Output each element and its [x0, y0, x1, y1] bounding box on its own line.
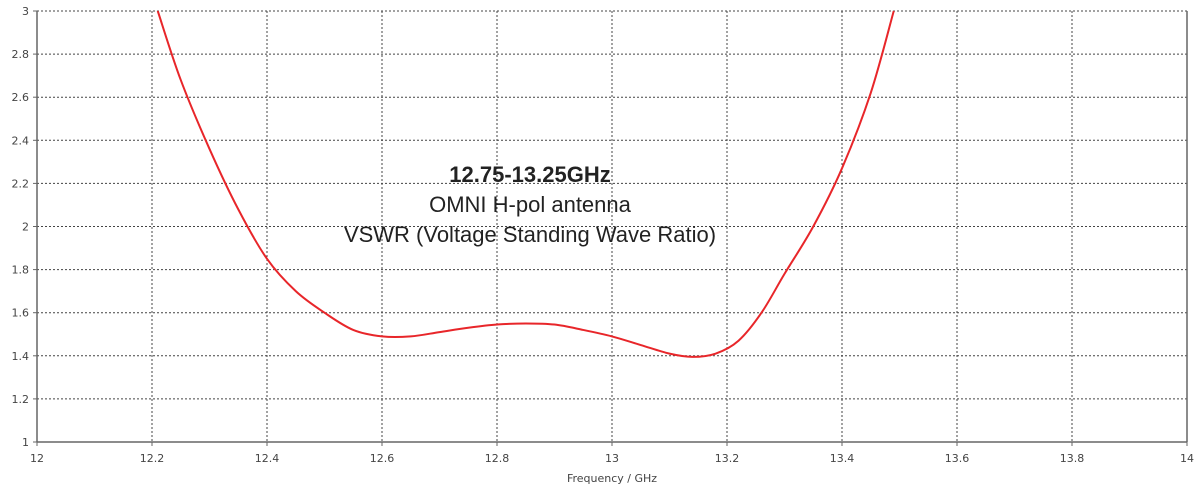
x-tick-label: 12.4: [255, 452, 280, 465]
grid: [37, 10, 1188, 442]
y-tick-label: 2.8: [12, 48, 30, 61]
x-tick-label: 13.4: [830, 452, 855, 465]
y-tick-label: 2.4: [12, 134, 30, 147]
x-tick-label: 14: [1180, 452, 1194, 465]
x-tick-label: 12.2: [140, 452, 165, 465]
chart-title: 12.75-13.25GHz: [449, 162, 610, 187]
y-tick-label: 1.6: [12, 307, 30, 320]
x-tick-label: 13.2: [715, 452, 740, 465]
x-tick-label: 13.6: [945, 452, 970, 465]
chart-subtitle: OMNI H-pol antenna: [429, 192, 632, 217]
y-tick-label: 1.2: [12, 393, 30, 406]
ticks: 12 12.2 12.4 12.6 12.8 13 13.2 13.4 13.6 13.8 14 1 1…: [12, 5, 1195, 465]
chart-subtitle-2: VSWR (Voltage Standing Wave Ratio): [344, 222, 716, 247]
y-tick-label: 3: [22, 5, 29, 18]
x-tick-label: 13: [605, 452, 619, 465]
x-axis-label: Frequency / GHz: [567, 472, 657, 485]
vswr-series-line: [156, 10, 895, 358]
y-tick-label: 1.8: [12, 264, 30, 277]
y-tick-label: 2: [22, 221, 29, 234]
x-tick-label: 12: [30, 452, 44, 465]
y-tick-label: 1: [22, 436, 29, 449]
x-tick-label: 13.8: [1060, 452, 1085, 465]
x-tick-label: 12.8: [485, 452, 510, 465]
y-tick-label: 2.2: [12, 177, 30, 190]
y-tick-label: 2.6: [12, 91, 30, 104]
x-tick-label: 12.6: [370, 452, 395, 465]
y-tick-label: 1.4: [12, 350, 30, 363]
